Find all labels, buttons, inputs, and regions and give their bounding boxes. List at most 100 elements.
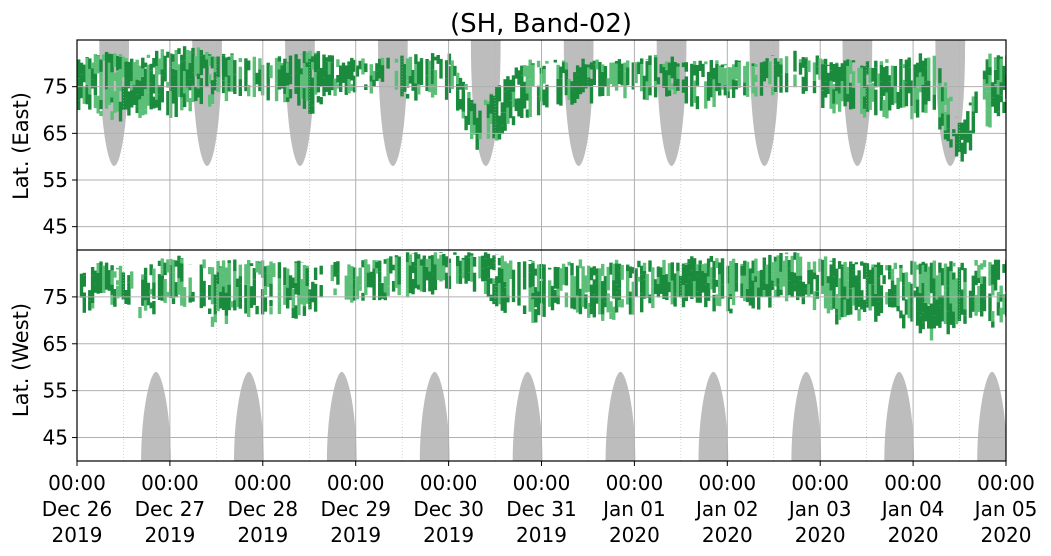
- activity-cell: [99, 111, 103, 116]
- activity-cell: [411, 261, 415, 274]
- activity-cell: [177, 91, 181, 98]
- activity-cell: [269, 307, 273, 315]
- activity-cell: [991, 97, 995, 107]
- activity-cell: [174, 95, 178, 117]
- activity-cell: [364, 63, 368, 73]
- activity-cell: [464, 255, 468, 259]
- activity-cell: [143, 68, 148, 89]
- activity-cell: [556, 267, 560, 289]
- activity-cell: [612, 62, 616, 87]
- activity-cell: [798, 275, 803, 281]
- activity-cell: [648, 65, 652, 87]
- activity-cell: [127, 73, 131, 89]
- activity-cell: [692, 80, 697, 103]
- activity-cell: [924, 81, 928, 97]
- activity-cell: [731, 258, 736, 263]
- activity-cell: [640, 293, 644, 313]
- activity-cell: [740, 265, 744, 276]
- activity-cell: [915, 311, 920, 326]
- activity-cell: [497, 131, 502, 140]
- activity-cell: [943, 95, 948, 105]
- activity-cell: [325, 57, 329, 62]
- activity-cell: [743, 65, 747, 83]
- activity-cell: [715, 279, 719, 287]
- activity-cell: [899, 268, 903, 282]
- activity-cell: [684, 62, 688, 72]
- x-tick-label-line: 2020: [981, 523, 1032, 547]
- activity-cell: [676, 63, 680, 67]
- activity-cell: [885, 59, 889, 63]
- activity-cell: [174, 260, 178, 267]
- activity-cell: [857, 300, 861, 307]
- activity-cell: [350, 57, 354, 81]
- activity-cell: [681, 266, 686, 285]
- activity-cell: [640, 274, 644, 281]
- activity-cell: [497, 267, 502, 283]
- activity-cell: [380, 283, 385, 299]
- activity-cell: [143, 267, 148, 276]
- activity-cell: [628, 266, 633, 278]
- activity-cell: [826, 276, 831, 284]
- activity-cell: [542, 266, 546, 295]
- activity-cell: [946, 98, 950, 115]
- activity-cell: [143, 109, 148, 115]
- activity-cell: [297, 268, 301, 296]
- activity-cell: [208, 308, 212, 314]
- activity-cell: [333, 262, 337, 277]
- activity-cell: [141, 279, 145, 297]
- activity-cell: [143, 300, 148, 311]
- activity-cell: [938, 68, 942, 84]
- activity-cell: [556, 64, 560, 79]
- activity-cell: [846, 299, 850, 316]
- activity-cell: [924, 67, 928, 82]
- activity-cell: [503, 287, 507, 313]
- activity-cell: [993, 57, 998, 59]
- activity-cell: [155, 66, 159, 71]
- activity-cell: [439, 254, 443, 282]
- activity-cell: [297, 80, 301, 106]
- activity-cell: [138, 80, 142, 100]
- activity-cell: [960, 262, 964, 271]
- activity-cell: [815, 291, 819, 299]
- activity-cell: [790, 255, 794, 272]
- activity-cell: [534, 268, 538, 276]
- activity-cell: [319, 265, 323, 275]
- activity-cell: [676, 78, 680, 91]
- activity-cell: [751, 273, 755, 281]
- activity-cell: [879, 81, 884, 97]
- activity-cell: [227, 60, 231, 76]
- activity-cell: [826, 283, 831, 306]
- activity-cell: [662, 63, 666, 67]
- activity-cell: [893, 294, 897, 308]
- activity-cell: [706, 276, 711, 283]
- activity-cell: [885, 292, 889, 305]
- activity-cell: [823, 64, 828, 82]
- x-tick-label: 00:00 Jan 04 2020: [880, 471, 945, 547]
- activity-cell: [495, 123, 499, 134]
- activity-cell: [918, 292, 923, 316]
- activity-cell: [924, 302, 928, 322]
- activity-cell: [238, 66, 242, 80]
- activity-cell: [205, 52, 209, 60]
- activity-cell: [277, 56, 282, 62]
- activity-cell: [751, 66, 755, 94]
- activity-cell: [988, 266, 992, 277]
- activity-cell: [224, 292, 229, 316]
- activity-cell: [500, 293, 504, 311]
- activity-cell: [500, 125, 504, 135]
- activity-cell: [414, 64, 418, 84]
- activity-cell: [177, 278, 181, 295]
- activity-cell: [88, 290, 92, 301]
- activity-cell: [311, 105, 315, 114]
- activity-cell: [503, 261, 507, 282]
- activity-cell: [489, 113, 493, 124]
- activity-cell: [932, 55, 936, 74]
- activity-cell: [823, 58, 828, 65]
- activity-cell: [542, 294, 546, 306]
- activity-cell: [433, 252, 438, 265]
- activity-cell: [107, 87, 112, 105]
- activity-cell: [804, 58, 808, 66]
- activity-cell: [107, 270, 112, 291]
- activity-cell: [135, 94, 139, 107]
- activity-cell: [542, 89, 546, 106]
